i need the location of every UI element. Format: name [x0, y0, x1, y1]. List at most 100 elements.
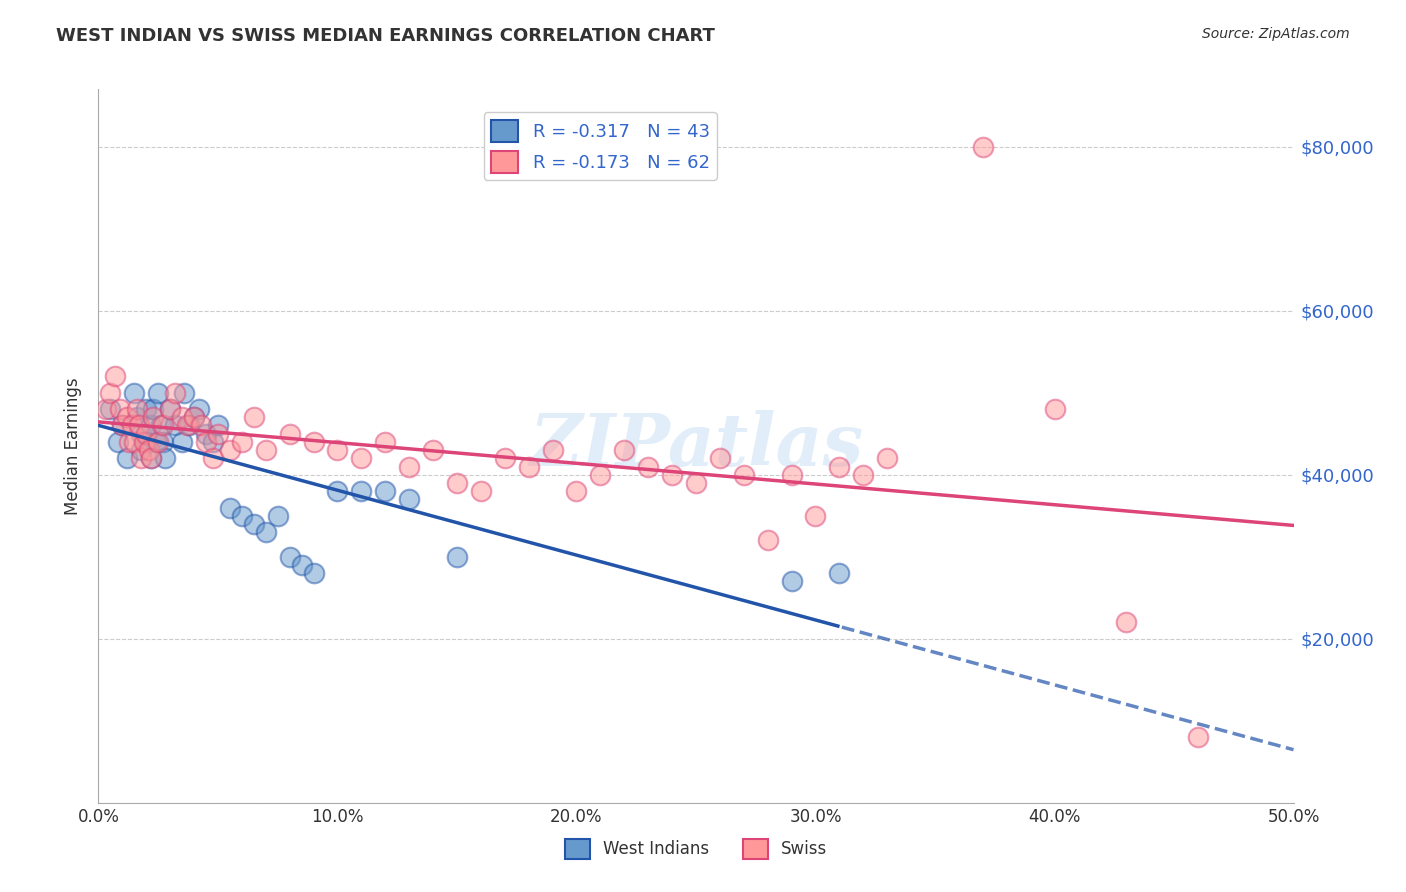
Swiss [1115, 615, 1137, 630]
Swiss [132, 434, 155, 449]
Swiss [142, 410, 165, 425]
West Indians [148, 385, 170, 400]
West Indians [135, 402, 157, 417]
West Indians [278, 549, 301, 564]
Swiss [278, 426, 301, 441]
West Indians [135, 434, 157, 449]
West Indians [207, 418, 229, 433]
Swiss [422, 443, 444, 458]
West Indians [195, 426, 218, 441]
Swiss [202, 451, 225, 466]
Swiss [565, 484, 588, 499]
West Indians [172, 434, 194, 449]
West Indians [267, 508, 290, 523]
Swiss [190, 418, 212, 433]
West Indians [179, 418, 201, 433]
Swiss [1043, 402, 1066, 417]
Swiss [125, 402, 148, 417]
Swiss [302, 434, 325, 449]
West Indians [125, 410, 148, 425]
West Indians [326, 484, 349, 499]
Swiss [398, 459, 420, 474]
West Indians [139, 418, 162, 433]
West Indians [243, 516, 266, 531]
Swiss [541, 443, 564, 458]
Swiss [115, 410, 138, 425]
West Indians [291, 558, 314, 572]
Swiss [326, 443, 349, 458]
Swiss [254, 443, 277, 458]
West Indians [142, 402, 165, 417]
West Indians [254, 525, 277, 540]
Swiss [243, 410, 266, 425]
West Indians [124, 385, 146, 400]
Swiss [852, 467, 875, 482]
West Indians [231, 508, 253, 523]
West Indians [780, 574, 803, 589]
Swiss [219, 443, 242, 458]
Swiss [94, 402, 117, 417]
West Indians [398, 492, 420, 507]
Swiss [163, 385, 186, 400]
Swiss [148, 434, 170, 449]
Swiss [1187, 730, 1209, 744]
Swiss [972, 139, 994, 153]
West Indians [163, 418, 186, 433]
Swiss [685, 475, 707, 490]
Swiss [756, 533, 779, 548]
West Indians [145, 434, 167, 449]
Swiss [804, 508, 827, 523]
West Indians [374, 484, 396, 499]
West Indians [107, 434, 129, 449]
Swiss [374, 434, 396, 449]
West Indians [183, 410, 205, 425]
West Indians [187, 402, 209, 417]
West Indians [828, 566, 851, 581]
West Indians [98, 402, 122, 417]
Swiss [780, 467, 803, 482]
Swiss [733, 467, 755, 482]
Legend: West Indians, Swiss: West Indians, Swiss [558, 832, 834, 866]
Swiss [589, 467, 612, 482]
West Indians [111, 418, 134, 433]
Swiss [138, 443, 160, 458]
Swiss [661, 467, 683, 482]
West Indians [173, 385, 195, 400]
Swiss [124, 434, 146, 449]
Swiss [876, 451, 898, 466]
West Indians [202, 434, 225, 449]
Swiss [104, 369, 127, 384]
Swiss [108, 402, 131, 417]
Y-axis label: Median Earnings: Median Earnings [65, 377, 83, 515]
Text: ZIPatlas: ZIPatlas [529, 410, 863, 482]
West Indians [131, 426, 153, 441]
Swiss [131, 451, 153, 466]
West Indians [152, 434, 174, 449]
Swiss [98, 385, 122, 400]
Text: WEST INDIAN VS SWISS MEDIAN EARNINGS CORRELATION CHART: WEST INDIAN VS SWISS MEDIAN EARNINGS COR… [56, 27, 716, 45]
Swiss [494, 451, 516, 466]
Swiss [207, 426, 229, 441]
Swiss [828, 459, 851, 474]
Swiss [139, 451, 162, 466]
Swiss [118, 434, 141, 449]
Swiss [121, 418, 143, 433]
West Indians [159, 402, 181, 417]
Swiss [172, 410, 194, 425]
West Indians [131, 443, 153, 458]
Swiss [176, 418, 198, 433]
Swiss [152, 418, 174, 433]
West Indians [115, 451, 138, 466]
Swiss [470, 484, 492, 499]
West Indians [219, 500, 242, 515]
Text: Source: ZipAtlas.com: Source: ZipAtlas.com [1202, 27, 1350, 41]
West Indians [149, 418, 172, 433]
Swiss [709, 451, 731, 466]
Swiss [195, 434, 218, 449]
West Indians [155, 451, 177, 466]
Swiss [446, 475, 468, 490]
West Indians [350, 484, 373, 499]
West Indians [446, 549, 468, 564]
Swiss [128, 418, 150, 433]
Swiss [613, 443, 636, 458]
